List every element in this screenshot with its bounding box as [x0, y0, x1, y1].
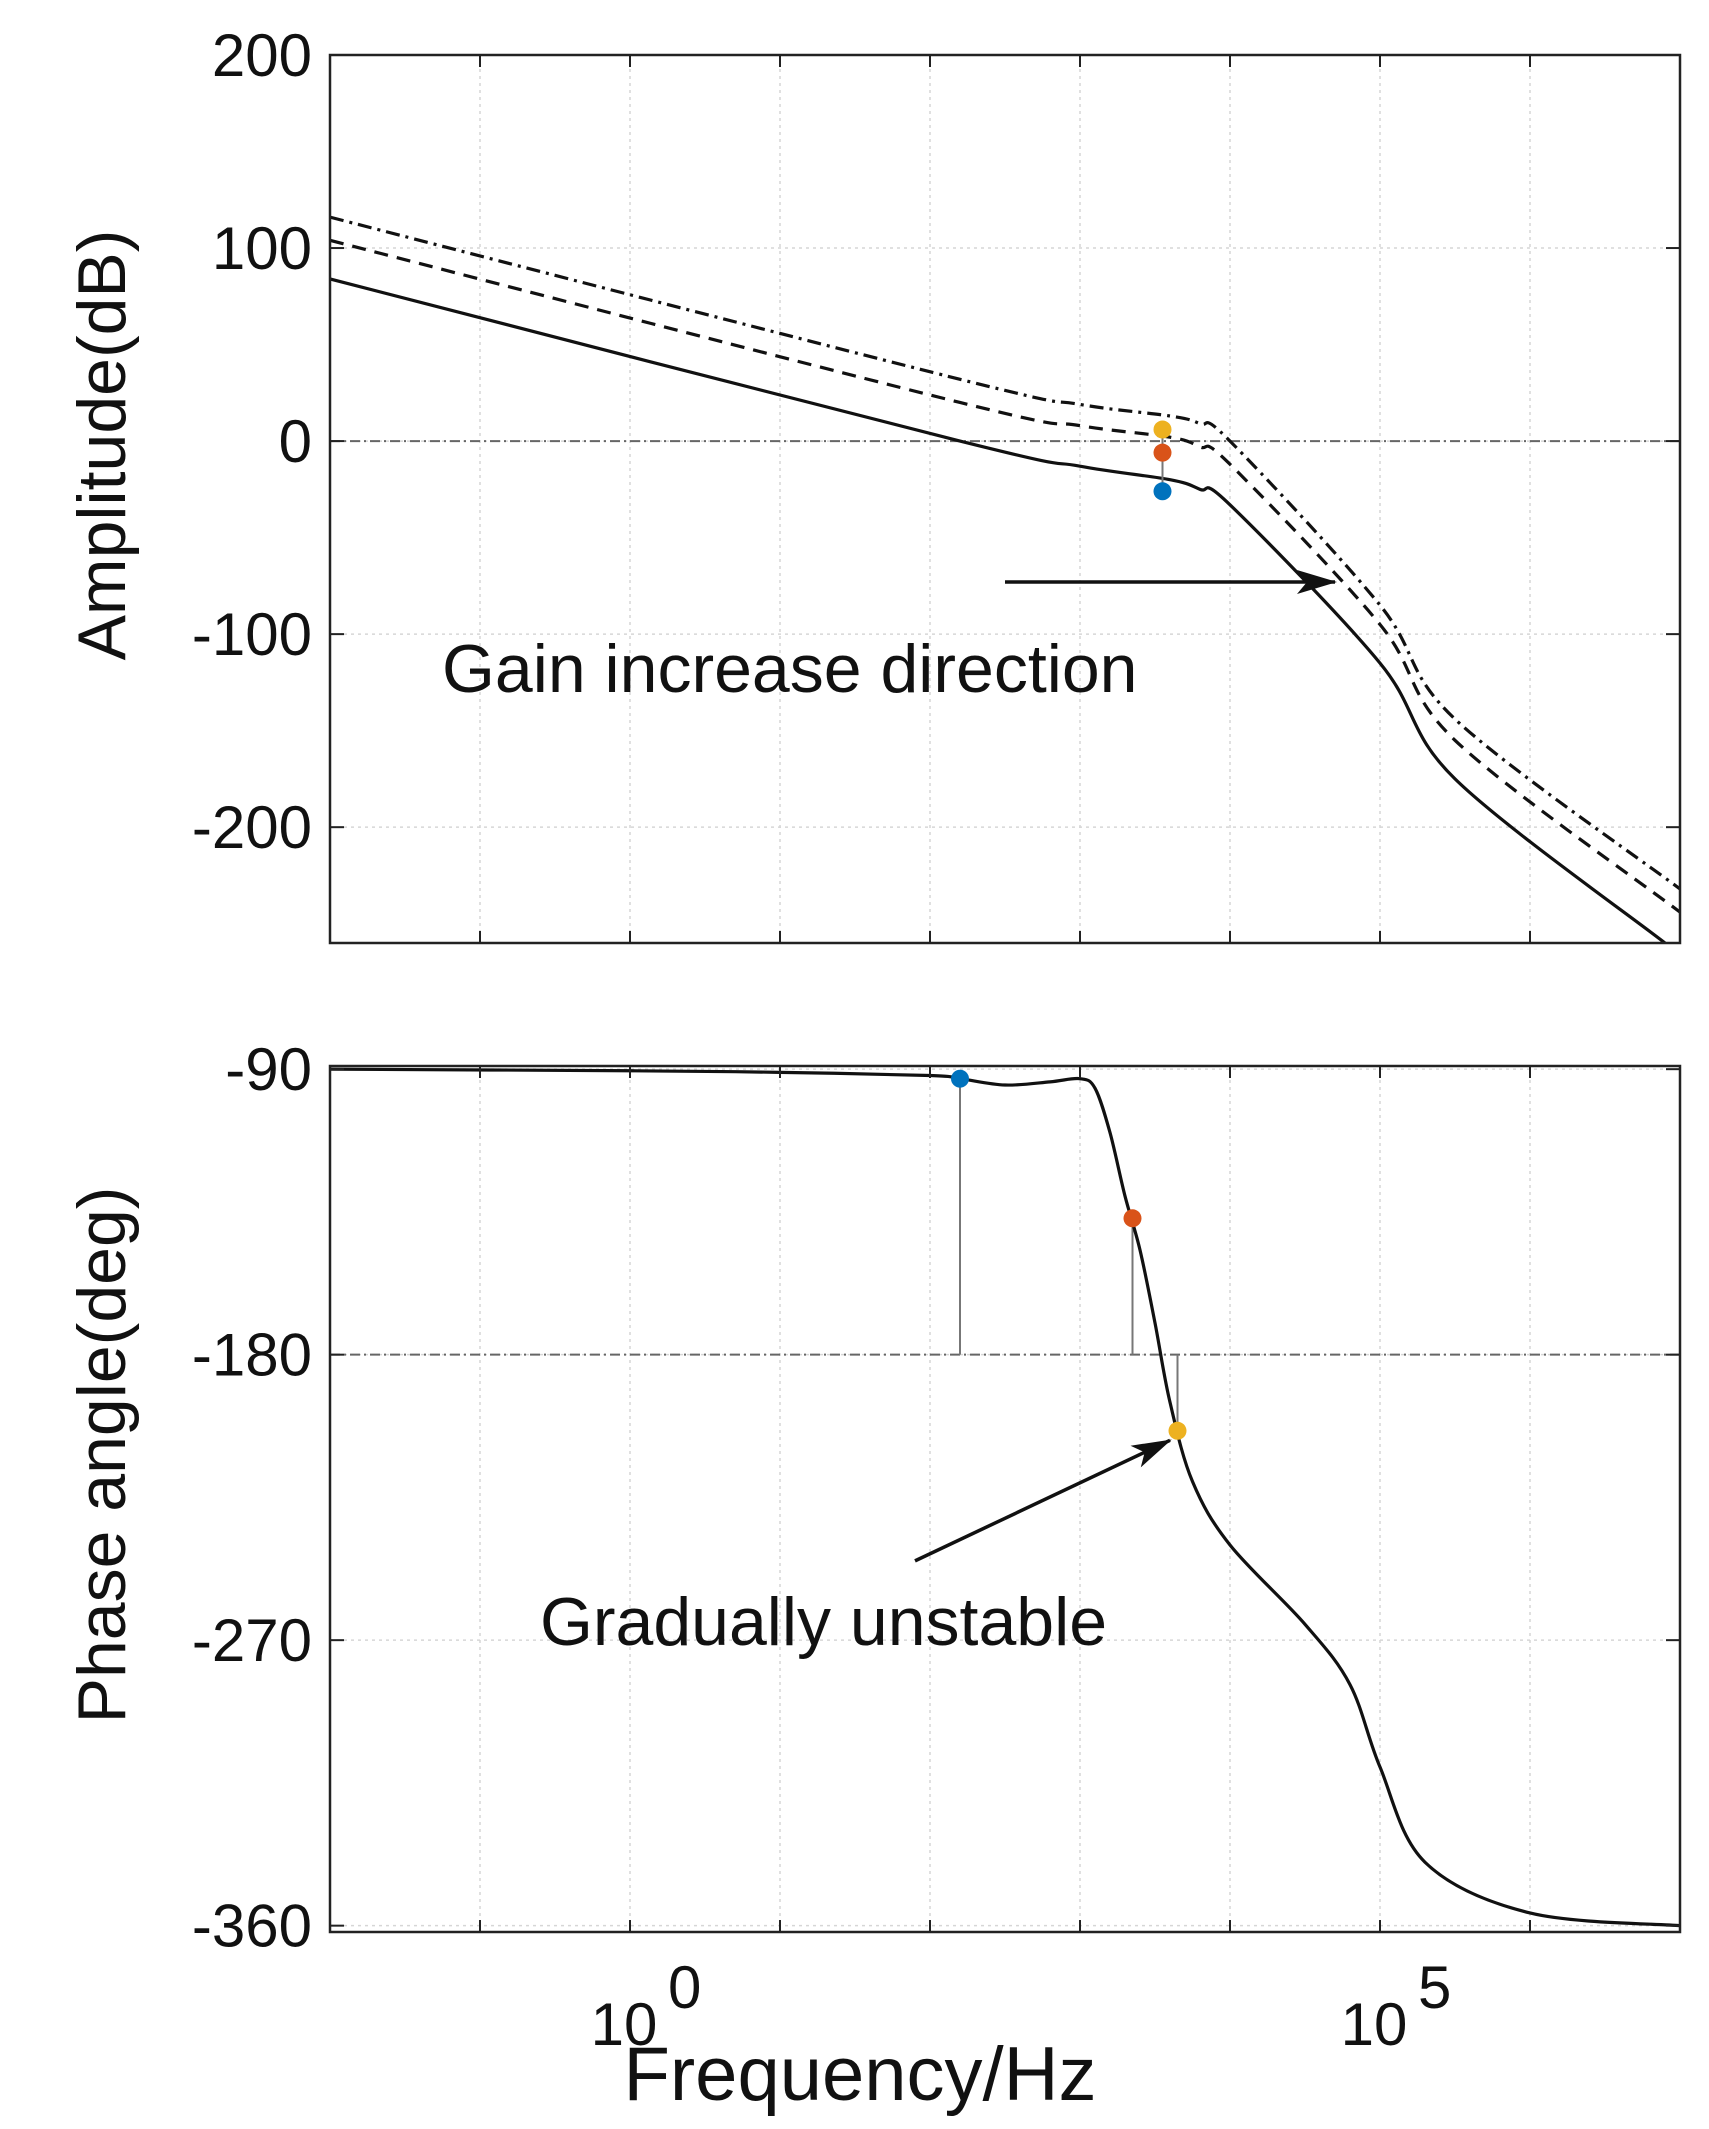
phase-marker-yellow	[1168, 1421, 1187, 1440]
x-tick-label-base-0: 10	[591, 1991, 658, 2058]
x-tick-label-exp-0: 0	[668, 1954, 701, 2021]
amp-y-tick-label-3: -100	[192, 601, 312, 668]
amp-y-tick-label-1: 100	[212, 215, 312, 282]
amplitude-axes-frame	[328, 53, 1682, 945]
amplitude-plot: 200 100 0 -100 -200 Amplitude(dB) Gain incre…	[64, 22, 1682, 945]
amp-y-tick-label-4: -200	[192, 794, 312, 861]
phase-y-axis-label: Phase angle(deg)	[64, 1187, 140, 1724]
x-axis-label: Frequency/Hz	[623, 2032, 1096, 2117]
amp-series-low-gain	[330, 277, 1666, 943]
phase-marker-stems	[959, 1078, 1179, 1431]
amp-marker-yellow	[1153, 420, 1172, 439]
amp-series-high-gain	[330, 215, 1680, 891]
phase-series-phase	[330, 1067, 1680, 1928]
phase-plot: -90 -180 -270 -360 Phase angle(deg) Gradual…	[64, 1036, 1682, 1960]
phase-marker-blue	[951, 1069, 969, 1088]
phase-y-tick-labels: -90 -180 -270 -360	[192, 1036, 312, 1959]
amplitude-markers	[1153, 420, 1172, 501]
amplitude-series	[330, 215, 1680, 943]
phase-y-tick-label-1: -180	[192, 1322, 312, 1389]
phase-series	[330, 1067, 1680, 1928]
phase-marker-orange	[1123, 1209, 1142, 1228]
amp-y-tick-label-2: 0	[279, 408, 312, 475]
amplitude-tick-marks	[330, 54, 1680, 943]
amplitude-y-axis-label: Amplitude(dB)	[64, 230, 140, 661]
amp-y-tick-label-0: 200	[212, 22, 312, 89]
amplitude-y-tick-labels: 200 100 0 -100 -200	[192, 22, 312, 861]
amp-marker-blue	[1153, 482, 1172, 501]
phase-grid	[330, 1066, 1680, 1932]
phase-y-tick-label-3: -360	[192, 1893, 312, 1960]
x-tick-label-exp-1: 5	[1418, 1954, 1451, 2021]
gradually-unstable-arrow	[914, 1438, 1172, 1563]
phase-tick-marks	[330, 1066, 1680, 1932]
amp-marker-orange	[1153, 443, 1172, 462]
phase-y-tick-label-2: -270	[192, 1607, 312, 1674]
gradually-unstable-annotation: Gradually unstable	[540, 1584, 1107, 1660]
gain-increase-annotation: Gain increase direction	[442, 631, 1137, 707]
phase-y-tick-label-0: -90	[225, 1036, 312, 1103]
x-tick-label-base-1: 10	[1341, 1991, 1408, 2058]
phase-markers	[951, 1069, 1187, 1440]
phase-axes-frame	[328, 1064, 1682, 1934]
amplitude-grid	[330, 54, 1680, 943]
amp-series-medium-gain	[330, 238, 1680, 914]
